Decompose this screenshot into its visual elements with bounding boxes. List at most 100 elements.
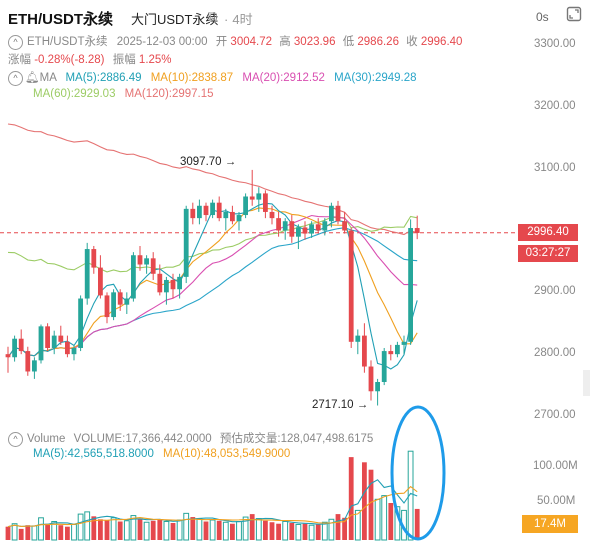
change-row: 涨幅 -0.28%(-8.28) 振幅 1.25% [8,51,172,67]
candle-body [375,381,380,392]
volume-bar [308,524,315,541]
volume-bar [222,521,229,541]
candle-body [32,360,37,372]
low-annotation-value: 2717.10 [312,399,354,412]
candle-body [243,196,248,216]
candle-body [183,208,189,277]
candle-body [249,196,255,200]
volume-bar [209,519,216,541]
volume-bar [348,457,354,540]
candle-body [12,338,17,358]
collapse-chevron-icon[interactable]: ^ [8,432,23,447]
separator-dot-icon: · [224,12,229,27]
volume-bar [414,508,420,540]
ma5-line [7,202,418,370]
timeframe-selector[interactable]: · 4时 [224,9,253,28]
symbol-subtitle: 大门USDT永续 [131,12,219,27]
volume-bar [388,503,394,540]
volume-bar [176,519,183,541]
ohlc-row: ^ ETH/USDT永续 2025-12-03 00:00 开 3004.72 高… [8,33,462,50]
candle-body [197,205,202,219]
candle-body [322,221,328,231]
candle-body [144,258,149,265]
volume-bar [38,517,44,541]
volume-bar [117,521,123,540]
candle-body [5,354,11,358]
price-axis-label: 2700.00 [534,409,576,421]
ma10-value: MA(10):2838.87 [150,72,234,84]
candle-body [137,255,143,265]
volume-bar [203,521,209,540]
candle-body [408,228,413,342]
volume-bar [242,516,249,541]
candle-body [170,279,176,290]
candle-body [236,215,242,222]
volume-bar [11,523,18,541]
collapse-chevron-icon[interactable]: ^ [8,35,23,50]
ma60-line [7,215,418,273]
volume-bar [236,521,242,541]
volume-bar [269,522,275,540]
fullscreen-icon[interactable] [566,6,582,22]
volume-bar [342,517,347,540]
candle-body [38,326,44,361]
candle-body [256,193,262,200]
price-axis-label: 3100.00 [534,161,576,174]
volume-bar [315,524,321,540]
price-axis-label: 3200.00 [534,99,576,112]
volume-bar [362,462,367,540]
candle-body [190,208,196,219]
volume-bar [18,528,24,540]
price-axis-label: 2800.00 [534,347,576,360]
amplitude-value: 1.25% [138,54,172,66]
volume-bar [263,520,268,540]
volume-bar [276,523,281,540]
low-annotation: 2717.10 → [312,399,369,412]
volume-bar [51,521,58,541]
volume-bar [98,519,103,540]
volume-bar [394,506,401,541]
price-axis-label: 3300.00 [534,38,576,50]
amplitude-label: 振幅 [112,54,136,66]
symbol-title[interactable]: ETH/USDT永续 [8,11,114,28]
candle-body [315,224,321,231]
volume-bar [77,513,84,541]
high-annotation: 3097.70 → [180,156,237,169]
ma20-value: MA(20):2912.52 [242,72,325,84]
candle-body [104,295,110,318]
candle-body [289,221,295,237]
alert-bell-icon[interactable]: 🔔︎ [25,72,40,84]
change-label: 涨幅 [8,54,31,66]
volume-bar [295,523,302,541]
candle-body [203,205,209,216]
candle-body [78,298,83,348]
low-value: 2986.26 [357,36,399,48]
external-link-icon[interactable]: ⧉ [208,8,218,23]
volume-bar [216,520,222,540]
volume-bar [130,515,137,541]
collapse-chevron-icon[interactable]: ^ [8,71,23,86]
candle-body [210,202,215,216]
candle-body [368,366,374,392]
ma60-value: MA(60):2929.03 [33,88,116,100]
volume-legend-row1: ^ Volume VOLUME:17,366,442.0000 预估成交量:128… [8,430,373,447]
volume-bar [321,521,328,541]
open-label: 开 [215,36,228,48]
volume-ma5: MA(5):42,565,518.8000 [33,448,154,460]
side-panel-handle[interactable] [583,370,590,396]
volume-bar [335,514,341,540]
candle-body [401,341,407,345]
volume-bar [110,517,117,541]
high-label: 高 [279,36,291,48]
current-volume-tag: 17.4M [522,515,578,533]
volume-bar [123,520,130,541]
volume-axis-100m: 100.00M [533,460,578,472]
volume-bar [381,495,388,541]
volume-bar [84,511,91,541]
timer-label: 0s [536,10,549,24]
candle-body [98,267,103,296]
ma-legend-row1: ^ 🔔︎MA MA(5):2886.49 MA(10):2838.87 MA(20… [8,70,417,86]
chart-header: ETH/USDT永续 大门USDT永续 ⧉ · 4时 0s [0,0,590,32]
candle-body [302,227,308,234]
volume-ma10-line [7,485,418,528]
